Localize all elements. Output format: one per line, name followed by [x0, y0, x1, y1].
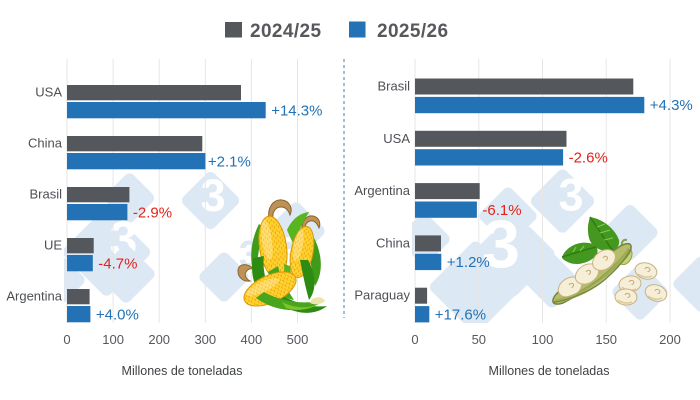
- svg-text:3: 3: [482, 206, 520, 282]
- svg-text:+4.3%: +4.3%: [650, 97, 693, 114]
- svg-text:Paraguay: Paraguay: [354, 288, 410, 303]
- svg-text:2025/26: 2025/26: [377, 21, 448, 42]
- svg-text:Millones de toneladas: Millones de toneladas: [122, 364, 243, 378]
- svg-text:Brasil: Brasil: [377, 79, 410, 94]
- svg-text:100: 100: [102, 332, 124, 347]
- svg-text:Brasil: Brasil: [29, 187, 62, 202]
- svg-text:3: 3: [558, 170, 583, 221]
- svg-text:3: 3: [201, 170, 226, 221]
- svg-text:200: 200: [659, 332, 681, 347]
- svg-text:USA: USA: [383, 131, 410, 146]
- svg-text:Argentina: Argentina: [6, 289, 62, 304]
- svg-text:+17.6%: +17.6%: [435, 306, 486, 323]
- svg-text:400: 400: [241, 332, 263, 347]
- svg-text:UE: UE: [44, 238, 62, 253]
- svg-text:150: 150: [595, 332, 617, 347]
- svg-text:200: 200: [148, 332, 170, 347]
- svg-text:+14.3%: +14.3%: [271, 102, 322, 119]
- svg-text:-4.7%: -4.7%: [98, 255, 137, 272]
- svg-text:100: 100: [532, 332, 554, 347]
- svg-text:2024/25: 2024/25: [250, 21, 322, 42]
- svg-text:300: 300: [194, 332, 216, 347]
- svg-text:China: China: [376, 235, 411, 250]
- svg-text:Millones de toneladas: Millones de toneladas: [489, 364, 610, 378]
- svg-text:China: China: [28, 136, 63, 151]
- svg-text:-2.9%: -2.9%: [133, 204, 172, 221]
- svg-text:-6.1%: -6.1%: [482, 202, 521, 219]
- svg-text:-2.6%: -2.6%: [569, 150, 608, 167]
- svg-text:USA: USA: [35, 85, 62, 100]
- svg-text:500: 500: [287, 332, 309, 347]
- svg-text:Argentina: Argentina: [354, 183, 410, 198]
- svg-text:50: 50: [472, 332, 486, 347]
- svg-text:0: 0: [63, 332, 70, 347]
- svg-text:+4.0%: +4.0%: [96, 306, 139, 323]
- svg-text:0: 0: [411, 332, 418, 347]
- svg-text:+2.1%: +2.1%: [208, 153, 251, 170]
- svg-text:+1.2%: +1.2%: [447, 254, 490, 271]
